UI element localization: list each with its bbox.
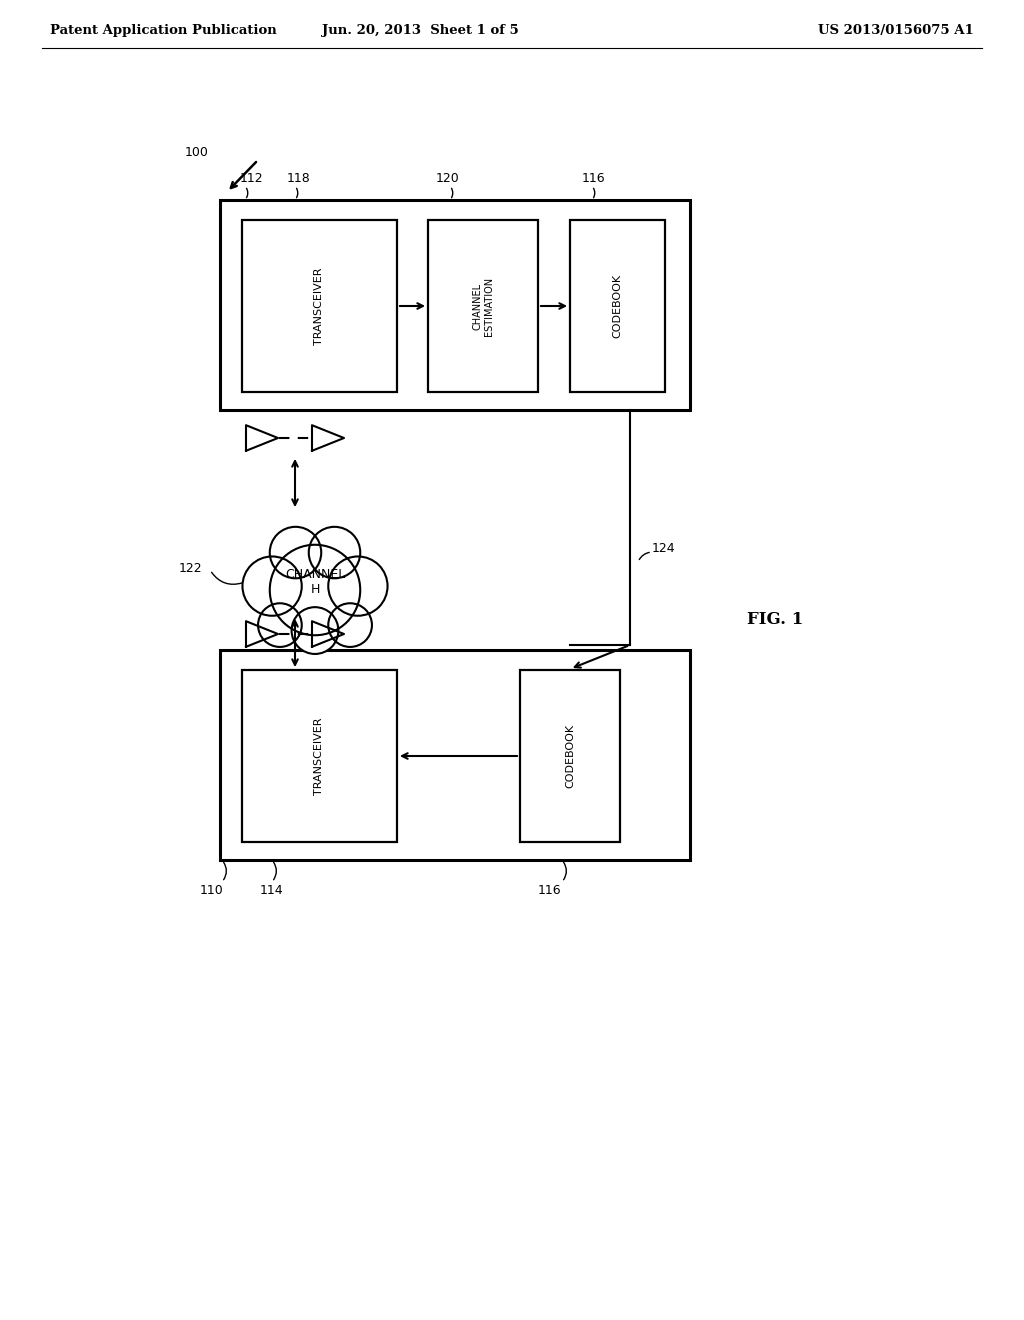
Text: Jun. 20, 2013  Sheet 1 of 5: Jun. 20, 2013 Sheet 1 of 5 (322, 24, 518, 37)
Text: US 2013/0156075 A1: US 2013/0156075 A1 (818, 24, 974, 37)
Text: 110: 110 (200, 883, 224, 896)
Circle shape (309, 527, 360, 578)
Text: 120: 120 (436, 172, 460, 185)
Text: 114: 114 (260, 883, 284, 896)
Circle shape (258, 603, 302, 647)
Circle shape (269, 545, 360, 635)
FancyBboxPatch shape (520, 671, 620, 842)
Text: 112: 112 (240, 172, 263, 185)
Text: 116: 116 (582, 172, 605, 185)
FancyBboxPatch shape (220, 201, 690, 411)
Circle shape (269, 527, 322, 578)
FancyBboxPatch shape (242, 220, 397, 392)
Circle shape (329, 557, 387, 615)
Text: TRANSCEIVER: TRANSCEIVER (314, 717, 325, 795)
Text: FIG. 1: FIG. 1 (746, 611, 803, 628)
Text: 124: 124 (652, 541, 676, 554)
Circle shape (329, 603, 372, 647)
FancyBboxPatch shape (570, 220, 665, 392)
FancyBboxPatch shape (242, 671, 397, 842)
Text: Patent Application Publication: Patent Application Publication (50, 24, 276, 37)
Text: 122: 122 (178, 561, 202, 574)
Text: CODEBOOK: CODEBOOK (612, 275, 623, 338)
Text: TRANSCEIVER: TRANSCEIVER (314, 267, 325, 345)
Text: CHANNEL
ESTIMATION: CHANNEL ESTIMATION (472, 276, 494, 335)
FancyBboxPatch shape (428, 220, 538, 392)
Text: 100: 100 (185, 145, 209, 158)
Circle shape (243, 557, 302, 615)
FancyBboxPatch shape (220, 649, 690, 861)
Text: CHANNEL
H: CHANNEL H (285, 568, 345, 597)
Text: 118: 118 (287, 172, 310, 185)
Text: CODEBOOK: CODEBOOK (565, 723, 575, 788)
Circle shape (292, 607, 338, 653)
Text: 116: 116 (538, 883, 561, 896)
